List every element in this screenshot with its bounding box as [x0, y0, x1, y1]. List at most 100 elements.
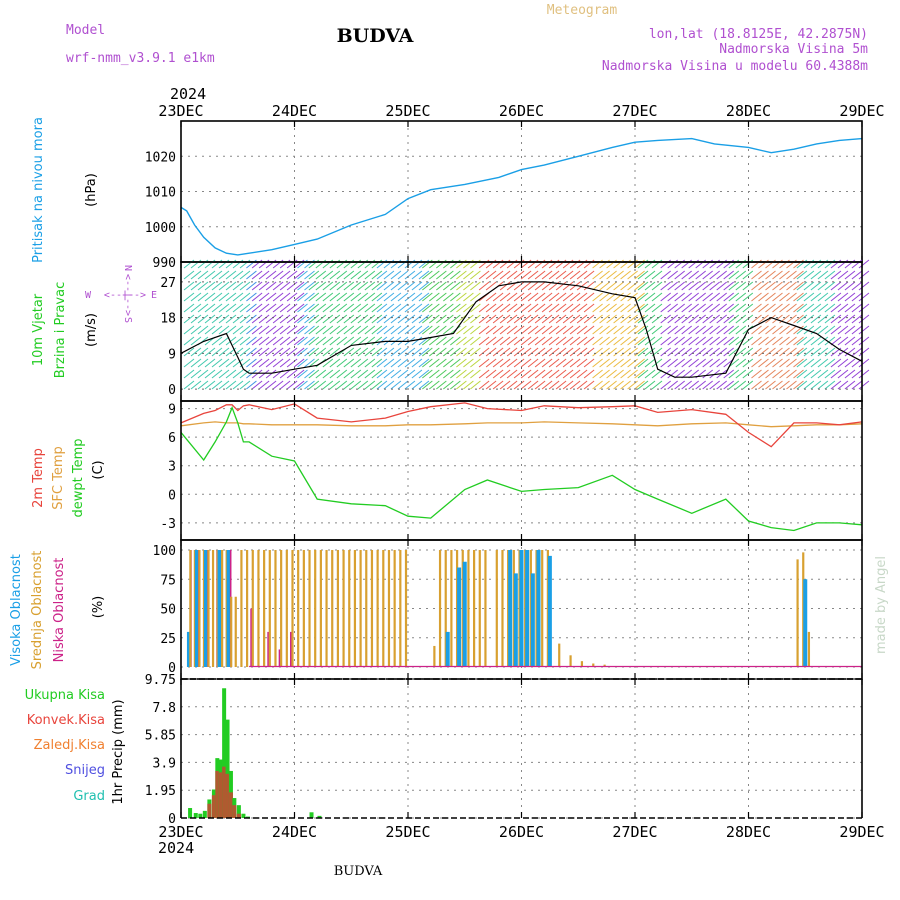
wind-barb: [506, 325, 518, 335]
wind-barb: [674, 325, 686, 335]
wind-barb: [667, 281, 679, 291]
wind-barb: [634, 369, 645, 379]
cloud-unit: (%): [91, 596, 106, 619]
wind-barb: [211, 314, 223, 324]
wind-barb: [304, 303, 315, 313]
wind-barb: [803, 325, 815, 335]
wind-barb: [258, 369, 270, 379]
wind-barb: [336, 325, 348, 335]
wind-barb: [411, 270, 423, 280]
wind-barb: [246, 336, 257, 346]
wind-barb: [709, 336, 721, 346]
wind-barb: [232, 325, 244, 335]
wind-barb: [304, 358, 315, 368]
wind-barb: [527, 347, 539, 357]
wind-barb: [541, 358, 553, 368]
wind-barb: [390, 369, 402, 379]
wind-barb: [858, 358, 870, 368]
precip-bar-total: [309, 812, 314, 818]
wind-barb: [772, 358, 783, 368]
wind-barb: [810, 303, 822, 313]
wind-barb: [606, 358, 617, 368]
wind-barb: [436, 369, 447, 379]
wind-barb: [418, 303, 430, 313]
wind-barb: [817, 292, 829, 302]
wind-barb: [751, 292, 762, 302]
wind-barb: [634, 347, 645, 357]
wind-barb: [644, 303, 656, 313]
wind-barb: [613, 270, 624, 280]
wind-barb: [695, 325, 707, 335]
wind-barb: [499, 270, 511, 280]
wind-barb: [583, 347, 595, 357]
wind-barb: [218, 336, 230, 346]
wind-barb: [463, 380, 474, 390]
wind-barb: [239, 303, 251, 313]
wind-barb: [817, 314, 829, 324]
wind-barb: [667, 347, 679, 357]
wind-barb: [470, 369, 481, 379]
wind-barb: [620, 303, 631, 313]
wind-barb: [411, 325, 423, 335]
wind-barb: [450, 292, 461, 302]
wind-barb: [681, 380, 693, 390]
wind-barb: [429, 303, 440, 313]
wind-barb: [702, 292, 714, 302]
wind-barb: [211, 303, 223, 313]
wind-barb: [470, 314, 481, 324]
wind-barb: [796, 281, 808, 291]
wind-barb: [803, 292, 815, 302]
wind-barb: [824, 270, 836, 280]
wind-barb: [279, 347, 291, 357]
wind-barb: [674, 303, 686, 313]
x-tick-label-top: 23DEC: [158, 102, 203, 120]
wind-barb: [239, 281, 251, 291]
wind-barb: [742, 369, 754, 379]
wind-barb: [796, 347, 808, 357]
wind-barb: [728, 336, 740, 346]
wind-barb: [297, 314, 308, 324]
wind-barb: [742, 281, 754, 291]
wind-barb: [765, 303, 776, 313]
wind-barb: [520, 369, 532, 379]
wind-barb: [429, 380, 440, 390]
wind-barb: [851, 292, 863, 302]
wind-barb: [627, 303, 638, 313]
wind-barb: [562, 292, 574, 302]
x-ticks-top: 23DEC 24DEC 25DEC 26DEC 27DEC 28DEC 29DEC: [158, 102, 884, 120]
wind-barb: [211, 281, 223, 291]
wind-barb: [499, 347, 511, 357]
wind-barb: [258, 325, 270, 335]
wind-barb: [272, 292, 284, 302]
wind-barb: [709, 292, 721, 302]
wind-barb: [246, 380, 257, 390]
wind-barb: [513, 347, 525, 357]
wind-barb: [779, 336, 790, 346]
cloud-ytick-label: 50: [160, 603, 176, 618]
wind-barb: [286, 325, 298, 335]
wind-barb: [824, 369, 836, 379]
wind-barb: [265, 314, 277, 324]
wind-barb: [190, 358, 202, 368]
wind-barb: [858, 314, 870, 324]
legend-freezing-rain: Zaledj.Kisa: [34, 738, 105, 753]
wind-barb: [858, 380, 870, 390]
wind-barb: [660, 347, 672, 357]
wind-barb: [211, 380, 223, 390]
temp-label-2: SFC Temp: [51, 446, 66, 510]
wind-barb: [463, 347, 474, 357]
wind-barb: [803, 303, 815, 313]
wind-barb: [606, 369, 617, 379]
wind-barb: [450, 281, 461, 291]
wind-barb: [728, 347, 740, 357]
wind-barb: [569, 380, 581, 390]
wind-barb: [279, 314, 291, 324]
wind-barb: [765, 336, 776, 346]
wind-barb: [485, 336, 497, 346]
wind-barb: [555, 303, 567, 313]
wind-barb: [735, 358, 747, 368]
legend-snow: Snijeg: [65, 763, 105, 778]
wind-barb: [613, 336, 624, 346]
wind-barb: [371, 336, 383, 346]
wind-barb: [637, 380, 649, 390]
